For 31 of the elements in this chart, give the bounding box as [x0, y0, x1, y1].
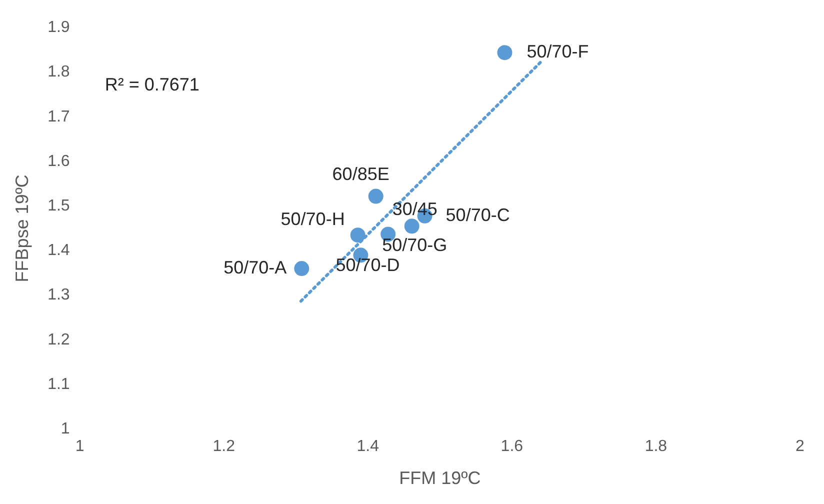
y-tick-label: 1.9: [48, 19, 70, 36]
y-tick-label: 1.7: [48, 108, 70, 126]
x-axis-title: FFM 19ºC: [399, 468, 481, 488]
y-tick-label: 1.5: [48, 197, 70, 214]
x-tick-label: 1.4: [356, 438, 380, 456]
y-tick-label: 1.3: [48, 286, 70, 304]
annotation: 50/70-C: [446, 204, 510, 225]
point: [497, 45, 512, 60]
x-tick-label: 2: [796, 438, 805, 456]
point: [350, 228, 366, 243]
y-tick-label: 1.4: [48, 242, 70, 260]
y-axis-title: FFBpse 19ºC: [12, 174, 32, 282]
annotation: R² = 0.7671: [104, 74, 200, 95]
x-tick-label: 1.6: [500, 438, 524, 456]
annotation: 50/70-G: [382, 235, 448, 256]
y-tick-label: 1: [60, 420, 70, 438]
y-tick-label: 1.2: [48, 331, 70, 348]
x-tick-label: 1.2: [212, 438, 236, 456]
y-tick-label: 1.8: [48, 64, 70, 81]
annotation: 50/70-D: [336, 255, 400, 276]
annotation: 50/70-F: [526, 42, 589, 62]
annotation: 50/70-H: [280, 209, 345, 230]
annotation: 50/70-A: [224, 258, 287, 278]
y-tick-label: 1.1: [48, 376, 70, 393]
annotation: 60/85E: [332, 164, 390, 184]
y-tick-label: 1.6: [48, 152, 70, 170]
point: [368, 188, 384, 204]
point: [294, 261, 310, 276]
x-tick-label: 1: [75, 438, 84, 456]
point: [404, 218, 420, 234]
x-tick-label: 1.8: [644, 438, 668, 456]
